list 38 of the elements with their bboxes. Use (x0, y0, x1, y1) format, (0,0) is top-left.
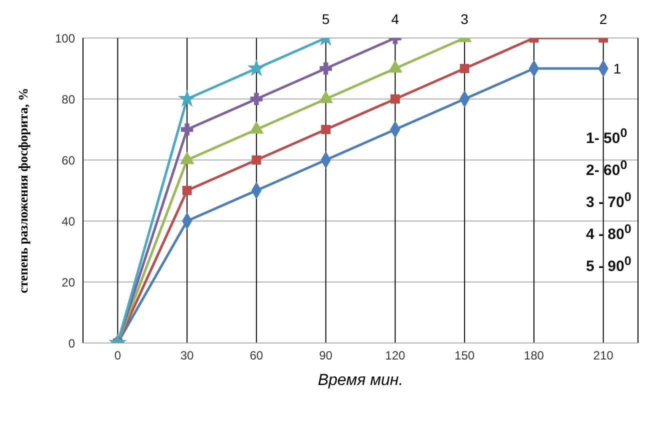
point (179, 90, 196, 106)
y-tick-label: 100 (54, 31, 76, 46)
x-axis-title: Время мин. (318, 372, 404, 389)
x-tick-label: 0 (114, 348, 122, 363)
y-tick-label: 20 (62, 275, 76, 290)
series-label: 4 (391, 11, 400, 27)
point (180, 123, 194, 136)
x-tick-label: 90 (319, 348, 333, 363)
y-tick-label: 40 (62, 214, 76, 228)
point (460, 64, 470, 74)
x-tick-label: 120 (385, 348, 406, 363)
x-tick-label: 30 (180, 348, 194, 363)
x-tick-label: 60 (250, 348, 264, 363)
series-label: 2 (599, 11, 608, 27)
y-tick-label: 80 (62, 92, 76, 106)
point (182, 186, 192, 196)
point (320, 62, 332, 75)
series-label: 1 (613, 60, 622, 76)
point (390, 94, 400, 104)
annotation: 3 - 70$^{0}$ (586, 189, 632, 213)
x-tick-label: 150 (454, 348, 475, 363)
y-tick-label: 0 (68, 336, 76, 350)
point (321, 124, 330, 134)
x-tick-label: 210 (593, 348, 614, 363)
series-label: 3 (460, 11, 469, 27)
point (248, 60, 264, 76)
y-tick-label: 60 (62, 153, 76, 168)
annotation: 5 - 90$^{0}$ (586, 253, 632, 277)
point (252, 155, 262, 165)
x-tick-label: 180 (524, 348, 544, 363)
series-label: 5 (322, 11, 330, 27)
annotation: 2- 60$^{0}$ (586, 157, 628, 181)
point (250, 122, 264, 134)
annotation: 4 - 80$^{0}$ (586, 221, 632, 245)
y-axis-title: степень разложения фосфорита, % (16, 88, 31, 294)
point (180, 152, 194, 164)
point (250, 92, 263, 106)
annotation: 1- 50$^{0}$ (586, 125, 628, 149)
